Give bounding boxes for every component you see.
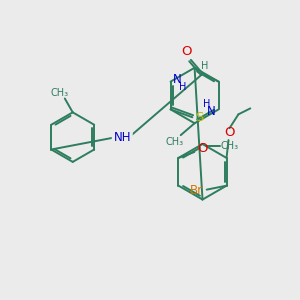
Text: O: O [224, 126, 235, 139]
Text: N: N [207, 105, 216, 118]
Text: H: H [179, 82, 186, 92]
Text: O: O [197, 142, 208, 154]
Text: O: O [182, 45, 192, 58]
Text: CH₃: CH₃ [221, 141, 239, 151]
Text: CH₃: CH₃ [51, 88, 69, 98]
Text: S: S [195, 111, 203, 124]
Text: CH₃: CH₃ [166, 137, 184, 147]
Text: H: H [201, 61, 208, 71]
Text: NH: NH [113, 130, 131, 144]
Text: H: H [203, 99, 210, 110]
Text: Br: Br [190, 184, 203, 197]
Text: N: N [173, 73, 182, 86]
